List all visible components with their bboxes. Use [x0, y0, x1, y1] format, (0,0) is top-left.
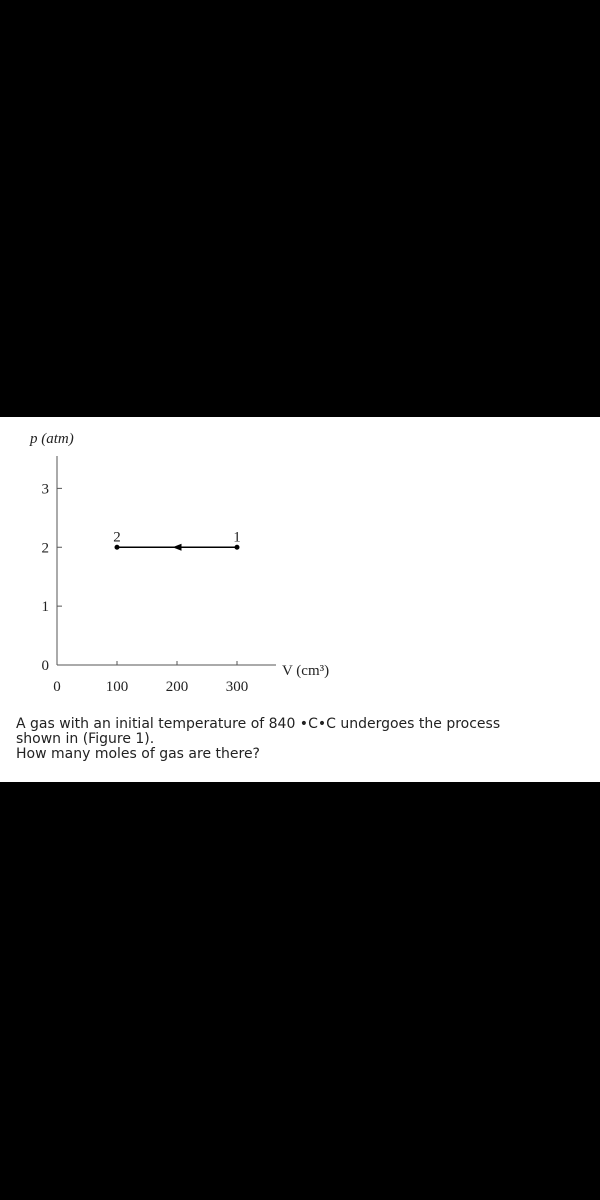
state-point [234, 544, 240, 550]
content-panel: p (atm) V (cm³) 0 1 2 3 0 100 200 300 1 2 A gas w… [0, 417, 600, 782]
question-line: How many moles of gas are there? [16, 746, 260, 762]
y-tick-label: 1 [42, 599, 50, 615]
x-tick-label: 200 [166, 679, 189, 695]
x-tick-label: 0 [53, 679, 61, 695]
point-label: 2 [113, 529, 121, 545]
question-line: A gas with an initial temperature of 840… [16, 716, 501, 732]
y-axis-label: p (atm) [29, 431, 74, 447]
y-tick-label: 0 [42, 658, 50, 674]
question-line: shown in (Figure 1). [16, 731, 155, 747]
direction-arrow [172, 543, 182, 551]
state-point [114, 544, 120, 550]
x-tick-label: 300 [226, 679, 249, 695]
question-text: A gas with an initial temperature of 840… [16, 717, 500, 762]
y-tick-label: 3 [42, 481, 50, 497]
point-label: 1 [233, 529, 241, 545]
x-tick-label: 100 [106, 679, 129, 695]
chart: p (atm) V (cm³) 0 1 2 3 0 100 200 300 1 2 [29, 431, 329, 695]
x-axis-label: V (cm³) [282, 663, 329, 679]
y-tick-label: 2 [42, 540, 50, 556]
